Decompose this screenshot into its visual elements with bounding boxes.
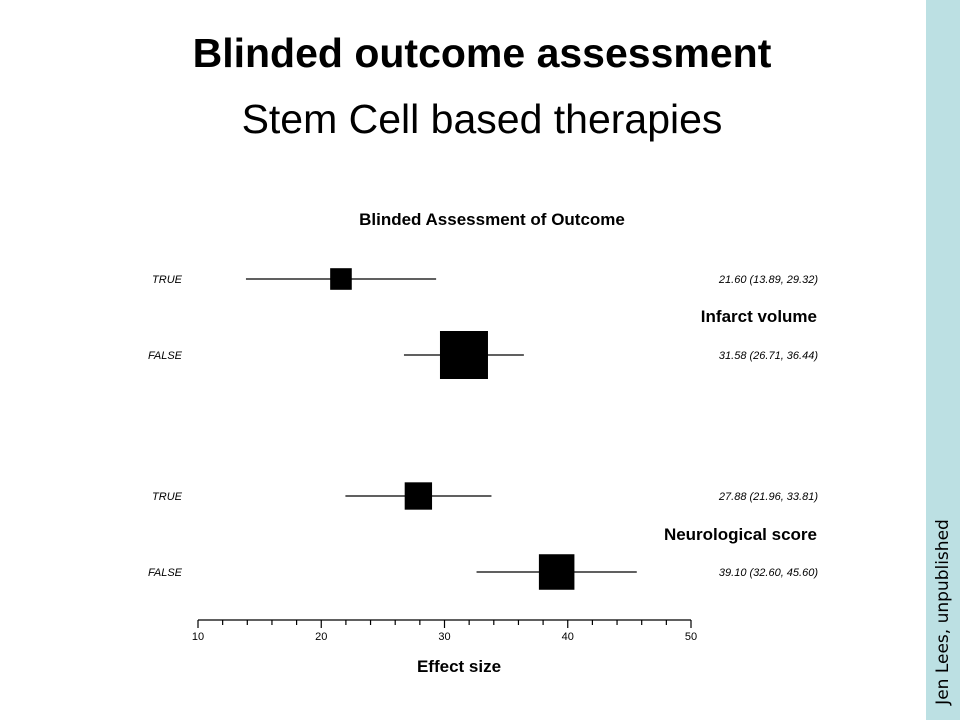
group-1-false-estimate-text: 31.58 (26.71, 36.44) (719, 350, 818, 362)
group-label-neurological-score: Neurological score (664, 525, 817, 544)
group-2-true-estimate-text: 27.88 (21.96, 33.81) (718, 491, 818, 503)
group-1-false-estimate-marker (439, 331, 488, 379)
group-2-true-estimate-marker (404, 482, 433, 510)
x-tick-label-10: 10 (192, 631, 204, 643)
x-tick-label-30: 30 (438, 631, 450, 643)
x-tick-label-50: 50 (685, 631, 697, 643)
slide-title: Blinded outcome assessment (192, 30, 772, 76)
group-label-infarct-volume: Infarct volume (701, 307, 817, 326)
group-1-true-estimate-marker (330, 268, 352, 290)
group-1-true-row-label: TRUE (152, 274, 183, 286)
x-axis-label: Effect size (417, 657, 501, 676)
group-2-true-row-label: TRUE (152, 491, 183, 503)
group-2-false-estimate-marker (538, 554, 575, 590)
forest-rows: TRUE 21.60 (13.89, 29.32) FALSE 31.58 (26.7… (148, 268, 818, 590)
group-1-true-estimate-text: 21.60 (13.89, 29.32) (718, 274, 818, 286)
group-2-false-estimate-text: 39.10 (32.60, 45.60) (719, 567, 818, 579)
chart-title: Blinded Assessment of Outcome (359, 210, 625, 229)
group-1-false-row-label: FALSE (148, 350, 183, 362)
x-axis: 10 20 30 40 50 (192, 619, 697, 643)
group-2-false-row-label: FALSE (148, 567, 183, 579)
sidebar-band (926, 0, 960, 720)
x-tick-label-40: 40 (562, 631, 574, 643)
x-tick-label-20: 20 (315, 631, 327, 643)
slide-subtitle: Stem Cell based therapies (241, 96, 723, 142)
credit-text: Jen Lees, unpublished (933, 519, 953, 705)
